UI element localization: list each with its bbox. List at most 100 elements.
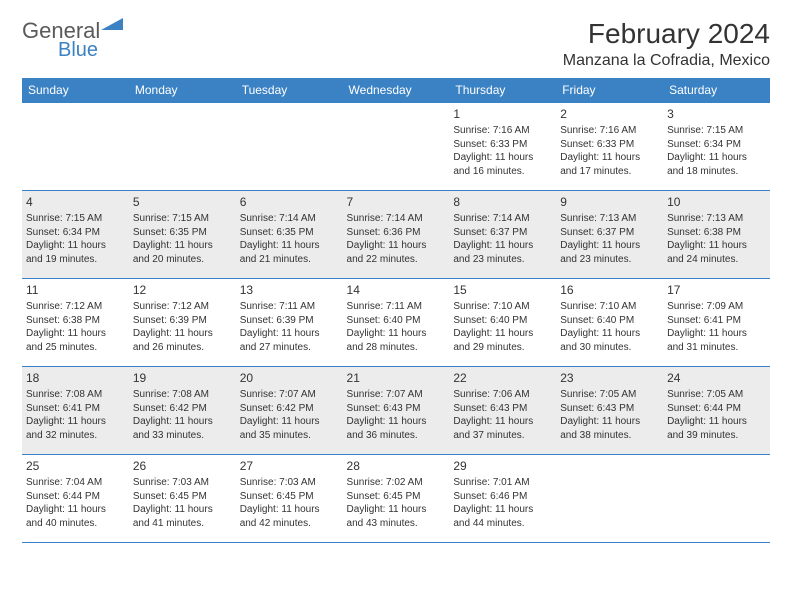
calendar-cell: 6Sunrise: 7:14 AMSunset: 6:35 PMDaylight… <box>236 191 343 279</box>
sunset-line: Sunset: 6:39 PM <box>133 314 232 328</box>
day-number: 11 <box>26 282 125 298</box>
calendar-cell: 18Sunrise: 7:08 AMSunset: 6:41 PMDayligh… <box>22 367 129 455</box>
calendar-cell: 28Sunrise: 7:02 AMSunset: 6:45 PMDayligh… <box>343 455 450 543</box>
sunset-line: Sunset: 6:42 PM <box>240 402 339 416</box>
sunrise-line: Sunrise: 7:10 AM <box>453 300 552 314</box>
day-header: Thursday <box>449 78 556 103</box>
calendar-cell: 2Sunrise: 7:16 AMSunset: 6:33 PMDaylight… <box>556 103 663 191</box>
daylight-line-2: and 17 minutes. <box>560 165 659 179</box>
logo: GeneralBlue <box>22 18 123 60</box>
day-number: 1 <box>453 106 552 122</box>
sunset-line: Sunset: 6:41 PM <box>26 402 125 416</box>
sunrise-line: Sunrise: 7:08 AM <box>133 388 232 402</box>
daylight-line-1: Daylight: 11 hours <box>347 239 446 253</box>
sunset-line: Sunset: 6:40 PM <box>453 314 552 328</box>
daylight-line-2: and 39 minutes. <box>667 429 766 443</box>
sunrise-line: Sunrise: 7:10 AM <box>560 300 659 314</box>
sunrise-line: Sunrise: 7:16 AM <box>453 124 552 138</box>
calendar-cell: 21Sunrise: 7:07 AMSunset: 6:43 PMDayligh… <box>343 367 450 455</box>
sunrise-line: Sunrise: 7:03 AM <box>240 476 339 490</box>
calendar-cell: 1 Sunrise: 7:16 AMSunset: 6:33 PMDaylight… <box>449 103 556 191</box>
calendar-cell: 16Sunrise: 7:10 AMSunset: 6:40 PMDayligh… <box>556 279 663 367</box>
sunrise-line: Sunrise: 7:15 AM <box>26 212 125 226</box>
calendar-cell: 26Sunrise: 7:03 AMSunset: 6:45 PMDayligh… <box>129 455 236 543</box>
calendar-cell: 3Sunrise: 7:15 AMSunset: 6:34 PMDaylight… <box>663 103 770 191</box>
daylight-line-2: and 16 minutes. <box>453 165 552 179</box>
calendar-cell <box>22 103 129 191</box>
day-number: 18 <box>26 370 125 386</box>
day-number: 17 <box>667 282 766 298</box>
title-block: February 2024 Manzana la Cofradia, Mexic… <box>563 18 770 70</box>
daylight-line-1: Daylight: 11 hours <box>347 415 446 429</box>
day-number: 29 <box>453 458 552 474</box>
sunset-line: Sunset: 6:36 PM <box>347 226 446 240</box>
daylight-line-2: and 29 minutes. <box>453 341 552 355</box>
sunset-line: Sunset: 6:45 PM <box>347 490 446 504</box>
header: GeneralBlue February 2024 Manzana la Cof… <box>22 18 770 70</box>
day-number: 3 <box>667 106 766 122</box>
sunrise-line: Sunrise: 7:07 AM <box>347 388 446 402</box>
day-number: 24 <box>667 370 766 386</box>
sunset-line: Sunset: 6:45 PM <box>240 490 339 504</box>
sunrise-line: Sunrise: 7:14 AM <box>240 212 339 226</box>
logo-triangle-icon <box>101 18 123 32</box>
daylight-line-1: Daylight: 11 hours <box>453 327 552 341</box>
daylight-line-2: and 22 minutes. <box>347 253 446 267</box>
daylight-line-1: Daylight: 11 hours <box>453 151 552 165</box>
daylight-line-1: Daylight: 11 hours <box>453 415 552 429</box>
day-number: 14 <box>347 282 446 298</box>
day-number: 12 <box>133 282 232 298</box>
logo-text-blue: Blue <box>58 40 123 60</box>
calendar-cell: 11Sunrise: 7:12 AMSunset: 6:38 PMDayligh… <box>22 279 129 367</box>
calendar-head: SundayMondayTuesdayWednesdayThursdayFrid… <box>22 78 770 103</box>
day-number: 2 <box>560 106 659 122</box>
calendar-cell: 12 Sunrise: 7:12 AMSunset: 6:39 PMDayligh… <box>129 279 236 367</box>
sunset-line: Sunset: 6:44 PM <box>667 402 766 416</box>
sunset-line: Sunset: 6:33 PM <box>560 138 659 152</box>
calendar-cell: 15Sunrise: 7:10 AMSunset: 6:40 PMDayligh… <box>449 279 556 367</box>
daylight-line-2: and 38 minutes. <box>560 429 659 443</box>
day-header: Wednesday <box>343 78 450 103</box>
day-number: 20 <box>240 370 339 386</box>
day-header: Monday <box>129 78 236 103</box>
day-number: 6 <box>240 194 339 210</box>
calendar-row: 18Sunrise: 7:08 AMSunset: 6:41 PMDayligh… <box>22 367 770 455</box>
calendar-cell <box>343 103 450 191</box>
daylight-line-1: Daylight: 11 hours <box>26 239 125 253</box>
daylight-line-1: Daylight: 11 hours <box>347 327 446 341</box>
calendar-cell: 19Sunrise: 7:08 AMSunset: 6:42 PMDayligh… <box>129 367 236 455</box>
daylight-line-2: and 41 minutes. <box>133 517 232 531</box>
calendar-cell: 17Sunrise: 7:09 AMSunset: 6:41 PMDayligh… <box>663 279 770 367</box>
day-header: Saturday <box>663 78 770 103</box>
day-number: 27 <box>240 458 339 474</box>
sunrise-line: Sunrise: 7:14 AM <box>347 212 446 226</box>
calendar-cell: 25Sunrise: 7:04 AMSunset: 6:44 PMDayligh… <box>22 455 129 543</box>
daylight-line-2: and 23 minutes. <box>560 253 659 267</box>
daylight-line-2: and 24 minutes. <box>667 253 766 267</box>
sunset-line: Sunset: 6:33 PM <box>453 138 552 152</box>
sunset-line: Sunset: 6:35 PM <box>133 226 232 240</box>
day-number: 5 <box>133 194 232 210</box>
daylight-line-1: Daylight: 11 hours <box>26 503 125 517</box>
sunrise-line: Sunrise: 7:15 AM <box>667 124 766 138</box>
calendar-cell: 23Sunrise: 7:05 AMSunset: 6:43 PMDayligh… <box>556 367 663 455</box>
daylight-line-2: and 28 minutes. <box>347 341 446 355</box>
daylight-line-1: Daylight: 11 hours <box>133 415 232 429</box>
calendar-cell <box>556 455 663 543</box>
day-number: 22 <box>453 370 552 386</box>
sunrise-line: Sunrise: 7:08 AM <box>26 388 125 402</box>
calendar-cell: 4Sunrise: 7:15 AMSunset: 6:34 PMDaylight… <box>22 191 129 279</box>
calendar-cell: 7Sunrise: 7:14 AMSunset: 6:36 PMDaylight… <box>343 191 450 279</box>
sunrise-line: Sunrise: 7:03 AM <box>133 476 232 490</box>
sunset-line: Sunset: 6:35 PM <box>240 226 339 240</box>
daylight-line-1: Daylight: 11 hours <box>667 327 766 341</box>
daylight-line-2: and 43 minutes. <box>347 517 446 531</box>
sunset-line: Sunset: 6:37 PM <box>453 226 552 240</box>
calendar-cell: 14Sunrise: 7:11 AMSunset: 6:40 PMDayligh… <box>343 279 450 367</box>
sunrise-line: Sunrise: 7:12 AM <box>133 300 232 314</box>
daylight-line-1: Daylight: 11 hours <box>133 327 232 341</box>
sunset-line: Sunset: 6:39 PM <box>240 314 339 328</box>
daylight-line-2: and 23 minutes. <box>453 253 552 267</box>
daylight-line-2: and 37 minutes. <box>453 429 552 443</box>
daylight-line-1: Daylight: 11 hours <box>453 239 552 253</box>
